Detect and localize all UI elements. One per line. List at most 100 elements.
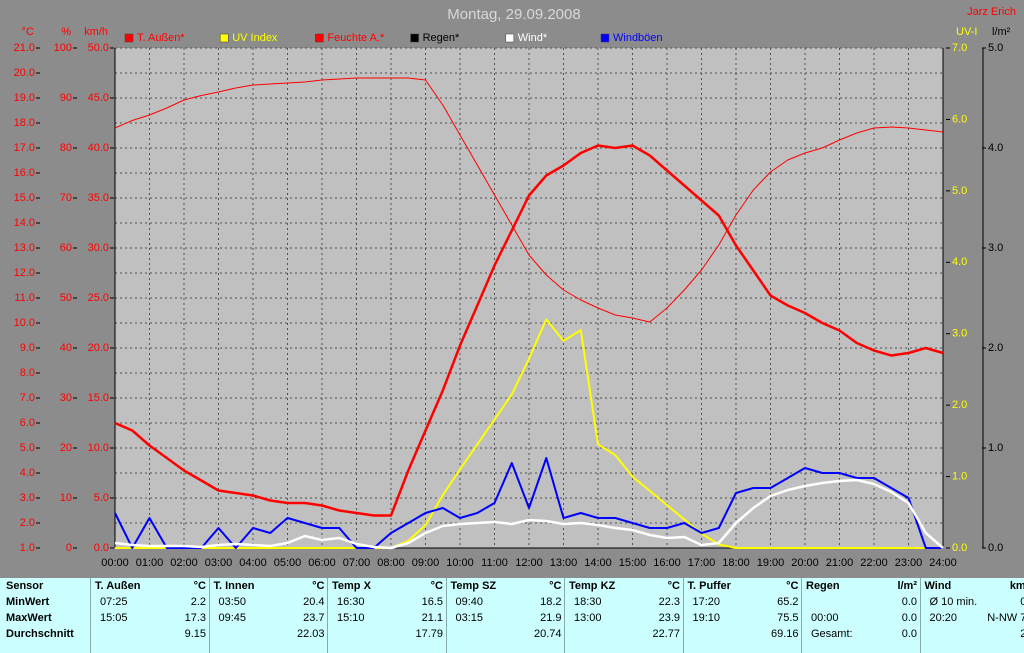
cell-value: 2.1 <box>1020 628 1024 640</box>
y-tick-label: 17.0 <box>14 142 35 154</box>
legend-label: Regen* <box>423 32 460 44</box>
legend-swatch <box>410 33 419 43</box>
legend-label: Windböen <box>613 32 663 44</box>
y-tick-label: 20.0 <box>14 67 35 79</box>
x-tick-label: 04:00 <box>239 557 267 569</box>
y-tick-label: 100 <box>54 42 72 54</box>
group-name: T. Innen <box>213 580 255 592</box>
cell-value: 22.77 <box>652 628 680 640</box>
y-tick-label: 2.0 <box>20 517 35 529</box>
y-tick-label: 0.0 <box>94 542 109 554</box>
legend-label: Feuchte A.* <box>327 32 385 44</box>
cell-value: 9.15 <box>184 628 206 640</box>
cell-label: Ø 10 min. <box>929 596 978 608</box>
y-tick-label: 10.0 <box>14 317 35 329</box>
legend-swatch <box>124 33 134 43</box>
y-tick-label: 50.0 <box>88 42 109 54</box>
y-tick-label: 14.0 <box>14 217 35 229</box>
group-unit: °C <box>549 580 562 592</box>
y-tick-label: 50 <box>60 292 72 304</box>
cell-label: 17:20 <box>692 596 721 608</box>
y-tick-label: 80 <box>60 142 72 154</box>
y-tick-label: 30 <box>60 392 72 404</box>
y-tick-label: 5.0 <box>952 185 967 197</box>
y-tick-label: 15.0 <box>14 192 35 204</box>
cell-label: 03:15 <box>455 612 484 624</box>
x-tick-label: 20:00 <box>791 557 819 569</box>
x-tick-label: 09:00 <box>412 557 440 569</box>
cell-label: 07:25 <box>100 596 128 608</box>
y-tick-label: 3.0 <box>988 242 1003 254</box>
y-tick-label: 21.0 <box>14 42 35 54</box>
y-tick-label: 45.0 <box>88 92 109 104</box>
y-tick-label: 35.0 <box>88 192 109 204</box>
group-name: Temp KZ <box>569 580 616 592</box>
x-tick-label: 13:00 <box>550 557 578 569</box>
group-name: Temp SZ <box>450 580 497 592</box>
y-tick-label: 4.0 <box>20 467 35 479</box>
y-tick-label: 3.0 <box>952 328 967 340</box>
y-tick-label: 12.0 <box>14 267 35 279</box>
y-tick-label: 2.0 <box>952 399 967 411</box>
y-tick-label: 4.0 <box>952 256 967 268</box>
y-tick-label: 20 <box>60 442 72 454</box>
x-tick-label: 18:00 <box>722 557 750 569</box>
x-tick-label: 15:00 <box>619 557 647 569</box>
x-tick-label: 19:00 <box>757 557 785 569</box>
chart: Montag, 29.09.2008 Jarz Erich 00:00 01:00… <box>14 6 1016 569</box>
row-label: Durchschnitt <box>6 628 74 640</box>
x-tick-label: 21:00 <box>826 557 854 569</box>
y-tick-label: 90 <box>60 92 72 104</box>
axis-label: l/m² <box>992 26 1011 38</box>
y-tick-label: 7.0 <box>20 392 35 404</box>
y-tick-label: 19.0 <box>14 92 35 104</box>
y-tick-label: 15.0 <box>88 392 109 404</box>
y-tick-label: 1.0 <box>952 470 967 482</box>
cell-label: 03:50 <box>218 596 247 608</box>
y-tick-label: 16.0 <box>14 167 35 179</box>
group-unit: °C <box>667 580 680 592</box>
y-tick-label: 7.0 <box>952 42 967 54</box>
series-line <box>114 144 944 517</box>
y-tick-label: 5.0 <box>94 492 109 504</box>
cell-label: 16:30 <box>337 596 365 608</box>
cell-label: 19:10 <box>692 612 721 624</box>
cell-value: 0.0 <box>1020 596 1024 608</box>
x-tick-label: 16:00 <box>653 557 681 569</box>
cell-label: 09:45 <box>218 612 247 624</box>
legend-swatch <box>219 33 229 43</box>
group-unit: °C <box>786 580 799 592</box>
summary-table: Sensor MinWert MaxWert Durchschnitt T. Außen… <box>0 578 1024 653</box>
y-tick-label: 13.0 <box>14 242 35 254</box>
axis-label: °C <box>22 26 34 38</box>
series-line <box>114 478 944 550</box>
cell-value: 18.2 <box>540 596 562 608</box>
y-tick-label: 0.0 <box>988 542 1003 554</box>
cell-value: 16.5 <box>421 596 443 608</box>
y-tick-label: 20.0 <box>88 342 109 354</box>
x-tick-label: 22:00 <box>860 557 888 569</box>
y-tick-label: 8.0 <box>20 367 35 379</box>
y-tick-label: 1.0 <box>20 542 35 554</box>
legend-label: Wind* <box>518 32 548 44</box>
x-tick-label: 12:00 <box>515 557 543 569</box>
y-tick-label: 10 <box>60 492 72 504</box>
group-separator <box>208 578 210 653</box>
y-tick-label: 60 <box>60 242 72 254</box>
y-tick-label: 40.0 <box>88 142 109 154</box>
x-tick-label: 11:00 <box>481 557 508 569</box>
row-label: MaxWert <box>6 612 52 624</box>
group-separator <box>564 578 565 653</box>
axis-label: % <box>61 26 71 38</box>
group-name: T. Außen <box>95 580 141 592</box>
cell-value: 22.3 <box>658 596 680 608</box>
cell-label: 15:10 <box>337 612 365 624</box>
legend-swatch <box>315 33 324 43</box>
group-name: Regen <box>806 580 840 592</box>
cell-value: 23.7 <box>303 612 325 624</box>
y-tick-label: 70 <box>60 192 72 204</box>
cell-label: 00:00 <box>811 612 839 624</box>
x-tick-label: 06:00 <box>308 557 336 569</box>
cell-value: 17.3 <box>184 612 206 624</box>
x-tick-label: 24:00 <box>929 557 957 569</box>
